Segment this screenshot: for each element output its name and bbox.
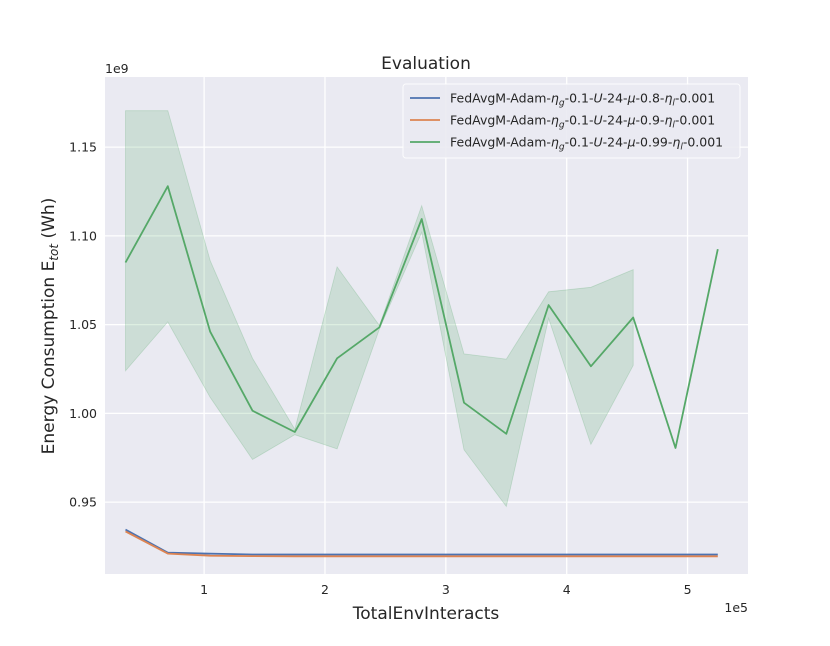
legend-label-part: -24- <box>603 113 628 128</box>
legend-label-part: FedAvgM-Adam- <box>450 135 551 150</box>
x-tick-label: 4 <box>563 582 571 597</box>
legend-label-part: FedAvgM-Adam- <box>450 91 551 106</box>
legend-label-part: -24- <box>603 135 628 150</box>
legend-label-part: -0.001 <box>675 91 715 106</box>
series-lines <box>124 185 719 558</box>
series-3-band <box>125 110 634 508</box>
legend-label-part: η <box>672 135 680 150</box>
legend-label-part: U <box>593 135 602 150</box>
legend-label-part: g <box>559 121 565 131</box>
x-tick-label: 5 <box>684 582 692 597</box>
legend-label-part: η <box>664 113 672 128</box>
x-tick-labels: 1 2 3 4 5 <box>200 582 691 597</box>
y-tick-label: 1.05 <box>69 317 97 332</box>
y-axis-label-sub: tot <box>47 243 61 261</box>
legend-label-part: -0.001 <box>683 135 723 150</box>
x-axis-label: TotalEnvInteracts <box>352 604 500 624</box>
legend-label-part: -24- <box>603 91 628 106</box>
y-scale-label: 1e9 <box>105 61 129 76</box>
y-tick-label: 1.15 <box>69 140 97 155</box>
legend-label-part: -0.8- <box>636 91 665 106</box>
legend-label-part: η <box>551 91 559 106</box>
legend-label-part: η <box>551 113 559 128</box>
legend-label-part: -0.9- <box>636 113 665 128</box>
series-2-line <box>125 530 718 558</box>
legend-label-part: -0.99- <box>636 135 673 150</box>
y-axis-label-tail: (Wh) <box>39 198 59 244</box>
confidence-bands <box>125 110 634 508</box>
y-tick-label: 1.10 <box>69 228 97 243</box>
legend-label-part: U <box>593 91 602 106</box>
legend-label-part: g <box>559 99 565 109</box>
legend-label-part: -0.1- <box>565 113 594 128</box>
plot-background <box>105 77 748 574</box>
series-3-line <box>124 185 719 449</box>
legend-label-part: l <box>672 99 675 109</box>
legend: FedAvgM-Adam-ηg-0.1-U-24-μ-0.8-ηl-0.001F… <box>402 83 741 159</box>
y-tick-labels: 0.95 1.00 1.05 1.10 1.15 <box>69 140 97 510</box>
legend-box <box>402 83 741 159</box>
legend-label-part: U <box>593 113 602 128</box>
legend-label-part: μ <box>627 135 636 150</box>
legend-label-2: FedAvgM-Adam-ηg-0.1-U-24-μ-0.9-ηl-0.001 <box>450 113 715 131</box>
y-tick-label: 1.00 <box>69 406 97 421</box>
chart-title: Evaluation <box>381 54 471 74</box>
legend-label-part: l <box>672 121 675 131</box>
legend-label-part: μ <box>627 113 636 128</box>
legend-label-part: η <box>551 135 559 150</box>
y-axis-label: Energy Consumption Etot (Wh) <box>39 198 61 455</box>
legend-label-part: -0.1- <box>565 135 594 150</box>
y-tick-label: 0.95 <box>69 495 97 510</box>
legend-label-part: μ <box>627 91 636 106</box>
x-tick-label: 3 <box>442 582 450 597</box>
legend-label-part: FedAvgM-Adam- <box>450 113 551 128</box>
legend-label-part: g <box>559 143 565 153</box>
legend-label-part: -0.1- <box>565 91 594 106</box>
legend-label-3: FedAvgM-Adam-ηg-0.1-U-24-μ-0.99-ηl-0.001 <box>450 135 723 153</box>
x-tick-label: 1 <box>200 582 208 597</box>
legend-label-1: FedAvgM-Adam-ηg-0.1-U-24-μ-0.8-ηl-0.001 <box>450 91 715 109</box>
x-scale-label: 1e5 <box>724 600 748 615</box>
x-tick-label: 2 <box>321 582 329 597</box>
y-axis-label-main: Energy Consumption E <box>39 261 59 455</box>
legend-label-part: l <box>680 143 683 153</box>
legend-label-part: η <box>664 91 672 106</box>
legend-label-part: -0.001 <box>675 113 715 128</box>
series-1-line <box>125 528 718 556</box>
